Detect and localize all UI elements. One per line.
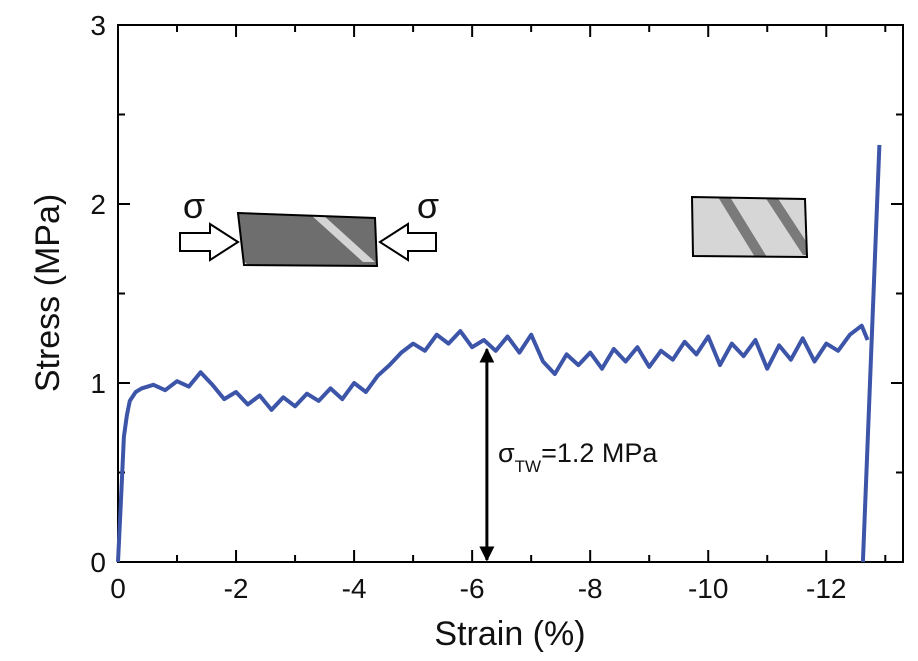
plot-frame (117, 24, 904, 563)
schematic-label: σ (417, 185, 439, 226)
annotation: σTW=1.2 MPa (498, 438, 658, 476)
y-tick-label: 2 (90, 189, 106, 220)
x-tick-label: 0 (110, 573, 126, 604)
y-tick-label: 0 (90, 547, 106, 578)
y-tick-label: 1 (90, 368, 106, 399)
x-tick-label: -8 (578, 573, 603, 604)
x-tick-label: -4 (342, 573, 367, 604)
schematic-label: σ (183, 185, 205, 226)
annotation-text: =1.2 MPa (541, 438, 658, 468)
annotation-subscript: TW (515, 457, 541, 476)
x-tick-label: -6 (460, 573, 485, 604)
y-tick-label: 3 (90, 10, 106, 41)
annotation-symbol: σ (498, 438, 515, 468)
data-line (116, 144, 882, 563)
schematic-twinned (690, 195, 809, 259)
y-axis-title: Stress (MPa) (29, 194, 67, 392)
x-tick-label: -2 (224, 573, 249, 604)
schematic-compressed (179, 211, 437, 268)
x-tick-label: -12 (806, 573, 846, 604)
x-tick-label: -10 (688, 573, 728, 604)
x-axis-title: Strain (%) (434, 615, 585, 653)
